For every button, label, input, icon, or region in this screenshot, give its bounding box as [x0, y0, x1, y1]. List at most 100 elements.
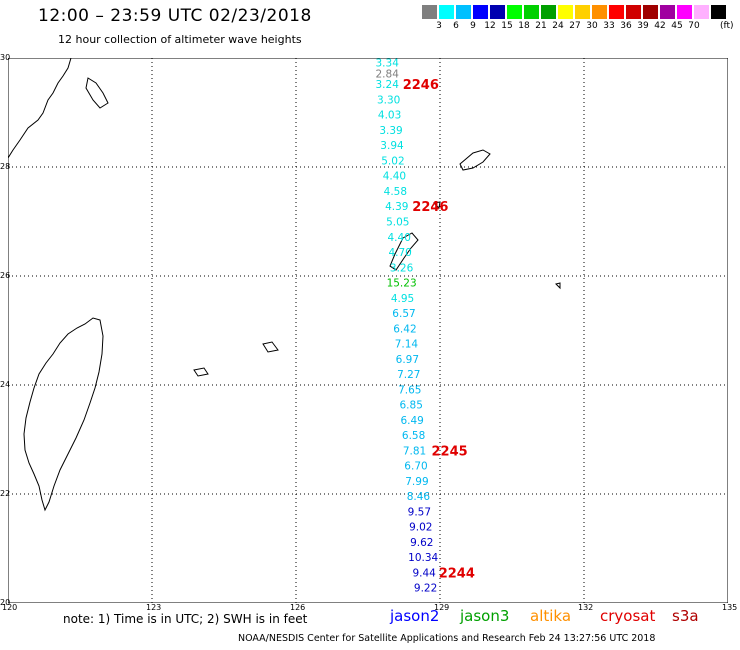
- lon-tick-label: 123: [146, 603, 162, 612]
- swh-value: 4.95: [391, 293, 414, 305]
- scale-tick-label: 42: [654, 21, 666, 31]
- graticule: [8, 58, 728, 603]
- scale-swatch: [609, 5, 624, 19]
- scale-swatch: [626, 5, 641, 19]
- swh-value: 7.99: [405, 476, 428, 488]
- satellite-legend-item: s3a: [672, 607, 699, 625]
- swh-value: 6.97: [396, 354, 419, 366]
- time-annotations: 2246 2246 2245 2244: [403, 78, 475, 581]
- swh-value: 8.46: [407, 491, 431, 503]
- scale-swatch: [558, 5, 573, 19]
- swh-value: 7.14: [395, 339, 419, 351]
- swh-value: 6.42: [393, 323, 416, 335]
- scale-swatch: [660, 5, 675, 19]
- lon-tick-label: 126: [290, 603, 306, 612]
- footer-credit: NOAA/NESDIS Center for Satellite Applica…: [238, 633, 656, 644]
- scale-swatch: [694, 5, 709, 19]
- scale-swatch: [439, 5, 454, 19]
- swh-value: 3.24: [376, 79, 400, 91]
- scale-swatch: [422, 5, 437, 19]
- swh-value: 4.58: [384, 186, 407, 198]
- lon-tick-label: 135: [722, 603, 738, 612]
- satellite-legend-item: jason2: [390, 607, 440, 625]
- lon-tick-label: 120: [2, 603, 18, 612]
- scale-tick-label: 3: [436, 21, 442, 31]
- time-annotation: 2244: [439, 566, 475, 581]
- swh-points: 3.342.843.24 3.30 4.03 3.39 3.94 5.02 4.40 4.58…: [376, 58, 439, 595]
- scale-swatch: [473, 5, 488, 19]
- scale-tick-label: 36: [620, 21, 632, 31]
- scale-tick-label: 39: [637, 21, 649, 31]
- swh-value: 7.27: [397, 369, 420, 381]
- swh-value: 9.57: [408, 506, 431, 518]
- time-annotation: 2246: [403, 78, 439, 93]
- okinawa-island: [389, 232, 419, 271]
- swh-value: 9.02: [409, 522, 432, 534]
- daito-islet: [555, 282, 561, 290]
- swh-value: 3.94: [380, 140, 404, 152]
- lon-tick-label: 129: [434, 603, 450, 612]
- swh-value: 6.58: [402, 430, 425, 442]
- swh-value: 9.62: [410, 537, 433, 549]
- satellite-legend-item: cryosat: [600, 607, 656, 625]
- coastlines: [8, 58, 561, 512]
- swh-value: 6.70: [404, 461, 427, 473]
- swh-value: 6.85: [400, 400, 423, 412]
- scale-unit: (ft): [720, 21, 734, 31]
- swh-value: 3.39: [379, 125, 402, 137]
- amami-island: [459, 149, 491, 171]
- kyushu-islands: [85, 77, 109, 109]
- scale-swatch: [524, 5, 539, 19]
- scale-swatch: [711, 5, 726, 19]
- scale-swatch: [592, 5, 607, 19]
- scale-tick-label: 45: [671, 21, 683, 31]
- map-frame: [8, 58, 728, 603]
- page-subtitle: 12 hour collection of altimeter wave hei…: [58, 33, 302, 46]
- tokara-islet: [432, 201, 441, 210]
- swh-value: 7.81: [403, 445, 426, 457]
- satellite-legend-item: altika: [530, 607, 572, 625]
- scale-tick-label: 18: [518, 21, 530, 31]
- swh-value: 3.26: [390, 262, 414, 274]
- swh-value: 7.65: [398, 384, 421, 396]
- time-annotation: 2246: [412, 200, 448, 215]
- scale-tick-label: 30: [586, 21, 598, 31]
- lon-tick-label: 132: [578, 603, 594, 612]
- scale-swatch: [677, 5, 692, 19]
- swh-value: 4.03: [378, 110, 401, 122]
- scale-swatch: [490, 5, 505, 19]
- swh-value: 2.84: [376, 68, 400, 80]
- swh-value: 4.40: [388, 232, 411, 244]
- scale-tick-label: 12: [484, 21, 496, 31]
- taiwan-island: [23, 317, 104, 512]
- miyako-island: [262, 341, 279, 353]
- swh-value: 6.49: [400, 415, 423, 427]
- lat-tick-label: 30: [0, 53, 11, 62]
- swh-value: 9.22: [414, 583, 437, 595]
- scale-tick-label: 9: [470, 21, 476, 31]
- lat-tick-label: 24: [0, 380, 11, 389]
- page-title: 12:00 – 23:59 UTC 02/23/2018: [38, 6, 312, 26]
- swh-value: 4.40: [383, 171, 406, 183]
- ryukyu-north-coast: [8, 58, 72, 159]
- swh-value: 9.44: [412, 567, 436, 579]
- scale-swatch: [643, 5, 658, 19]
- legend-note: note: 1) Time is in UTC; 2) SWH is in fe…: [63, 612, 308, 626]
- swh-value: 6.57: [392, 308, 415, 320]
- scale-swatch: [575, 5, 590, 19]
- map-plot: 3.342.843.24 3.30 4.03 3.39 3.94 5.02 4.40 4.58…: [8, 58, 728, 603]
- swh-value: 3.34: [376, 58, 400, 69]
- swh-value: 5.02: [381, 155, 404, 167]
- scale-tick-label: 33: [603, 21, 615, 31]
- scale-tick-label: 27: [569, 21, 581, 31]
- lat-tick-label: 20: [0, 598, 11, 607]
- swh-value: 4.70: [388, 247, 411, 259]
- scale-tick-label: 6: [453, 21, 459, 31]
- scale-tick-label: 15: [501, 21, 513, 31]
- swh-value: 5.05: [386, 217, 409, 229]
- scale-tick-label: 21: [535, 21, 547, 31]
- time-annotation: 2245: [432, 444, 468, 459]
- scale-swatch: [541, 5, 556, 19]
- swh-value: 15.23: [387, 278, 417, 290]
